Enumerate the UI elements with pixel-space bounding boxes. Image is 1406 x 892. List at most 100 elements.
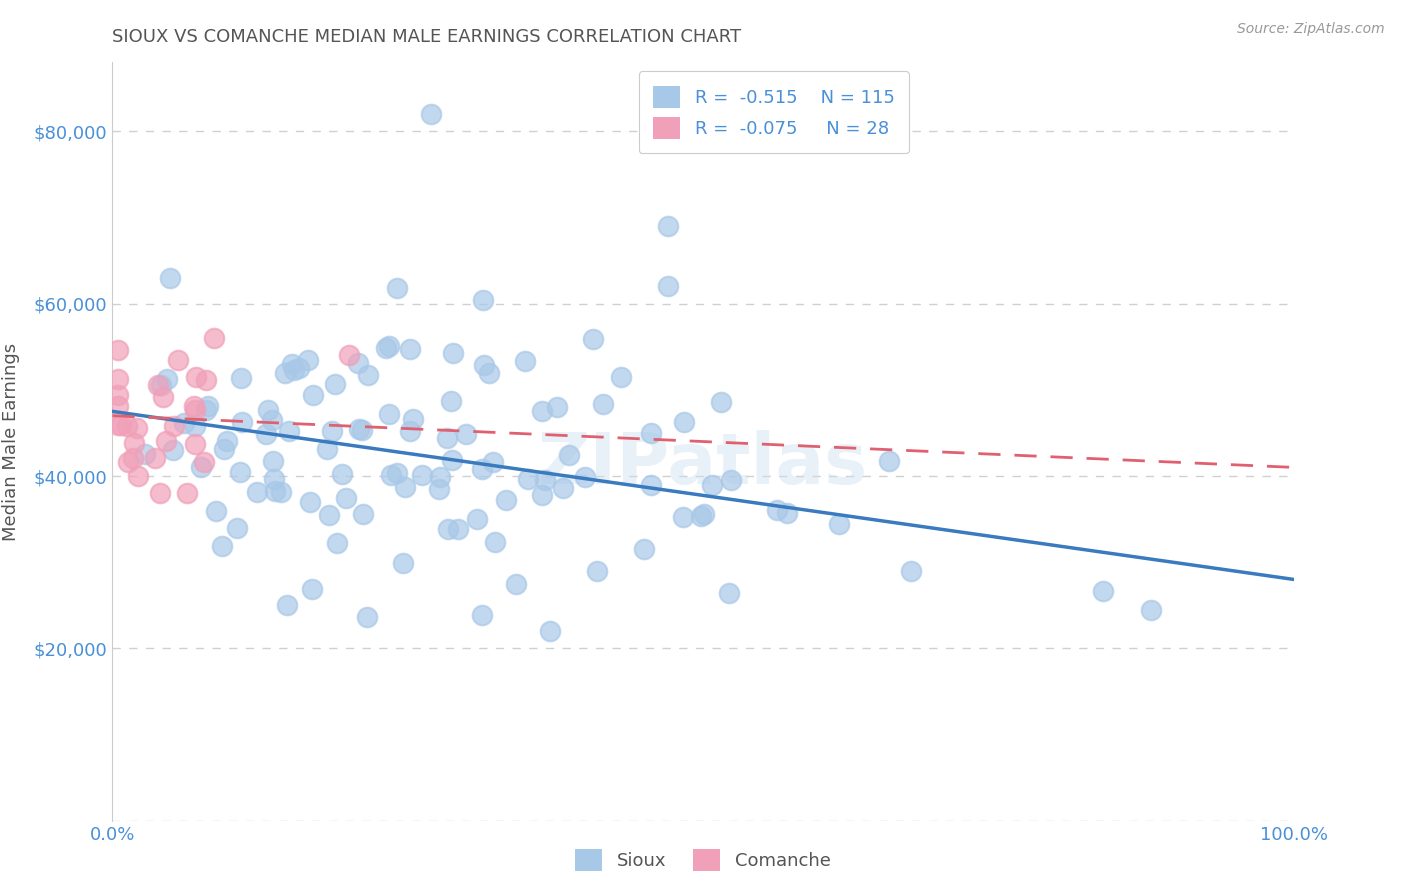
Point <box>472 358 495 372</box>
Point <box>436 431 458 445</box>
Point <box>582 332 605 346</box>
Point <box>127 421 149 435</box>
Point <box>335 491 357 505</box>
Point <box>1092 583 1115 598</box>
Point <box>720 473 742 487</box>
Point <box>349 422 371 436</box>
Point <box>184 419 207 434</box>
Text: Source: ZipAtlas.com: Source: ZipAtlas.com <box>1237 22 1385 37</box>
Point <box>301 388 323 402</box>
Point <box>193 455 215 469</box>
Point <box>117 455 139 469</box>
Point <box>380 467 402 482</box>
Point <box>330 467 353 481</box>
Point <box>879 454 901 468</box>
Point <box>202 331 225 345</box>
Point <box>657 219 679 234</box>
Point <box>776 506 799 520</box>
Point <box>710 394 733 409</box>
Point <box>437 523 460 537</box>
Point <box>586 564 609 578</box>
Point <box>150 377 173 392</box>
Point <box>110 418 132 433</box>
Point <box>176 486 198 500</box>
Point <box>378 407 401 421</box>
Point <box>471 462 494 476</box>
Point <box>531 404 554 418</box>
Point <box>205 504 228 518</box>
Point <box>288 361 311 376</box>
Point <box>411 468 433 483</box>
Point <box>693 507 716 521</box>
Point <box>122 450 145 465</box>
Point <box>440 453 463 467</box>
Point <box>689 508 711 523</box>
Point <box>159 271 181 285</box>
Point <box>277 424 299 438</box>
Point <box>315 442 337 456</box>
Point <box>283 363 305 377</box>
Point <box>827 517 849 532</box>
Point <box>229 466 252 480</box>
Point <box>394 479 416 493</box>
Point <box>717 586 740 600</box>
Point <box>301 582 323 597</box>
Point <box>122 436 145 450</box>
Point <box>263 483 285 498</box>
Point <box>263 472 285 486</box>
Point <box>420 107 443 121</box>
Point <box>505 576 527 591</box>
Point <box>214 442 236 456</box>
Point <box>217 434 239 448</box>
Point <box>321 424 343 438</box>
Y-axis label: Median Male Earnings: Median Male Earnings <box>1 343 20 541</box>
Point <box>276 598 298 612</box>
Point <box>231 371 253 385</box>
Point <box>195 373 218 387</box>
Point <box>471 607 494 622</box>
Point <box>633 542 655 557</box>
Point <box>592 397 614 411</box>
Point <box>478 366 501 380</box>
Point <box>195 402 218 417</box>
Point <box>399 424 422 438</box>
Point <box>167 353 190 368</box>
Point <box>152 390 174 404</box>
Point <box>391 556 413 570</box>
Point <box>447 522 470 536</box>
Point <box>1140 603 1163 617</box>
Legend: R =  -0.515    N = 115, R =  -0.075     N = 28: R = -0.515 N = 115, R = -0.075 N = 28 <box>638 71 910 153</box>
Point <box>183 400 205 414</box>
Point <box>162 443 184 458</box>
Point <box>672 509 695 524</box>
Point <box>357 368 380 382</box>
Point <box>538 624 561 638</box>
Point <box>257 403 280 417</box>
Point <box>700 478 723 492</box>
Point <box>143 450 166 465</box>
Point <box>299 494 322 508</box>
Point <box>226 521 249 535</box>
Point <box>454 426 477 441</box>
Point <box>281 357 304 371</box>
Point <box>440 393 463 408</box>
Point <box>337 348 360 362</box>
Point <box>495 493 517 508</box>
Legend: Sioux, Comanche: Sioux, Comanche <box>568 842 838 879</box>
Point <box>387 281 409 295</box>
Point <box>574 469 596 483</box>
Point <box>297 352 319 367</box>
Point <box>472 293 495 308</box>
Point <box>352 507 374 521</box>
Point <box>156 372 179 386</box>
Point <box>173 416 195 430</box>
Point <box>385 467 408 481</box>
Point <box>610 370 633 384</box>
Point <box>429 470 451 484</box>
Point <box>374 341 396 355</box>
Point <box>274 366 297 380</box>
Point <box>515 354 537 368</box>
Point <box>270 485 292 500</box>
Point <box>184 436 207 450</box>
Point <box>197 399 219 413</box>
